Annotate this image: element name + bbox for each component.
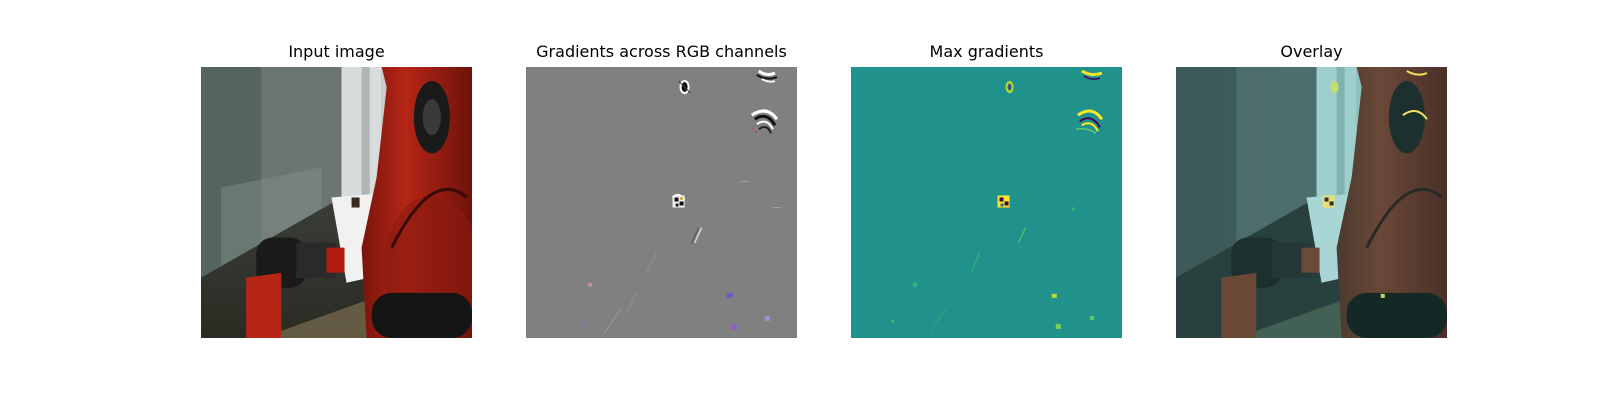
panel-rgb-gradients: Gradients across RGB channels	[526, 0, 797, 400]
panel-input-image: Input image	[201, 0, 472, 400]
panel-title-overlay: Overlay	[1176, 42, 1447, 61]
input-image	[201, 67, 472, 338]
max-gradient-blob-top	[1006, 81, 1014, 93]
panel-title-max-gradients: Max gradients	[851, 42, 1122, 61]
panel-title-rgb-gradients: Gradients across RGB channels	[526, 42, 797, 61]
panel-max-gradients: Max gradients	[851, 0, 1122, 400]
panel-overlay: Overlay	[1176, 0, 1447, 400]
max-gradient-blob-center	[998, 195, 1010, 207]
max-gradients-image	[851, 67, 1122, 338]
panel-title-input-image: Input image	[201, 42, 472, 61]
overlay-image	[1176, 67, 1447, 338]
rgb-gradients-image	[526, 67, 797, 338]
gradient-blob-center	[673, 195, 685, 208]
